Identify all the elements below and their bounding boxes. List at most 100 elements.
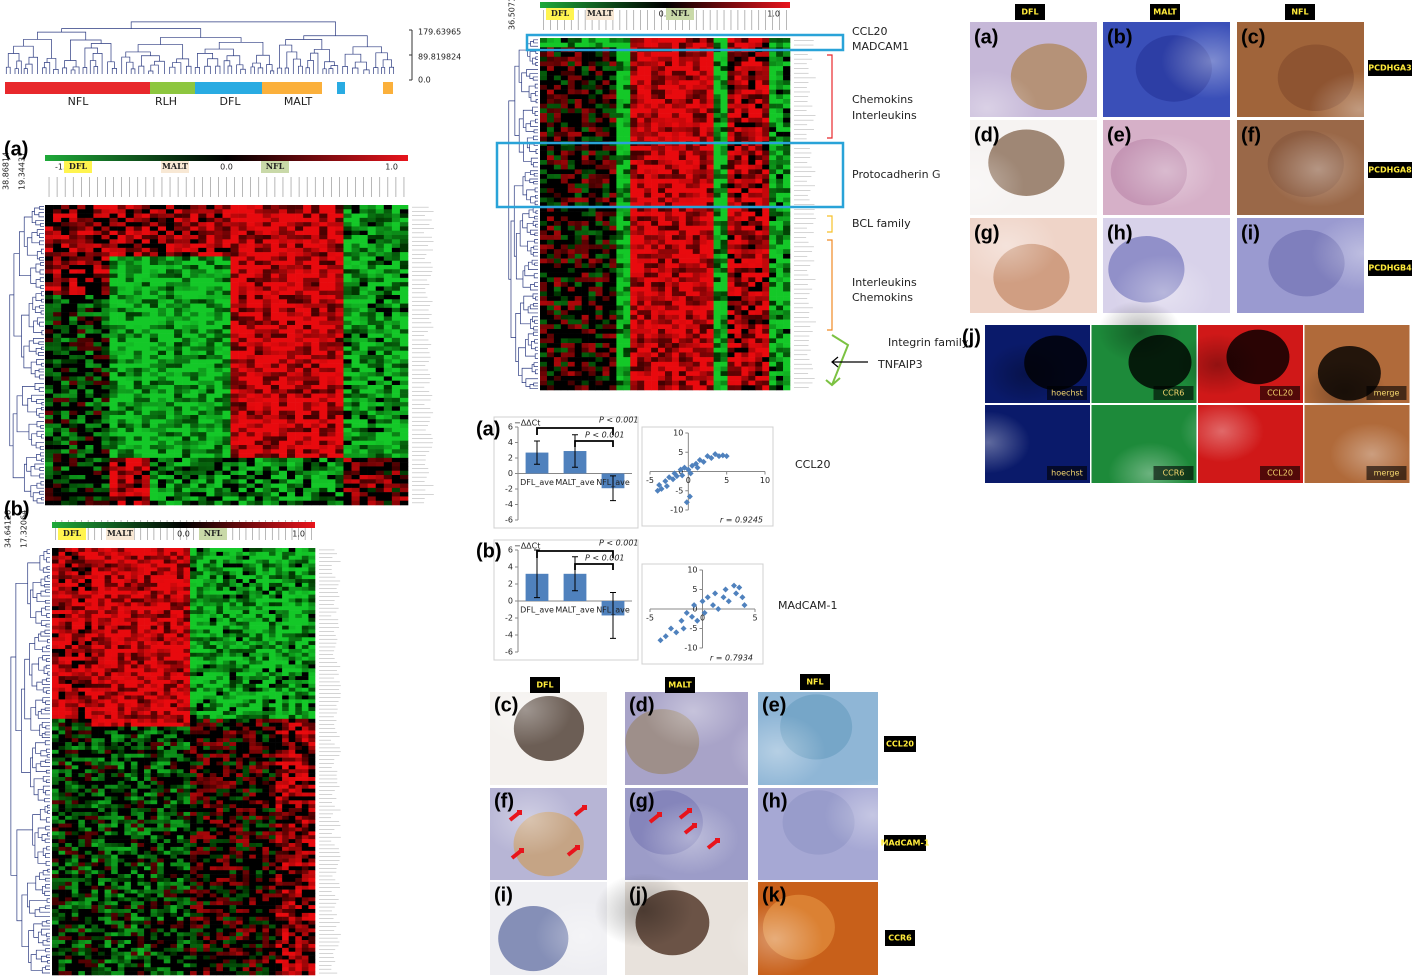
heatmap-cell — [278, 457, 288, 463]
heatmap-cell — [157, 492, 167, 497]
heatmap-cell — [246, 479, 256, 484]
heatmap-cell — [375, 235, 385, 240]
heatmap-cell — [141, 406, 151, 412]
heatmap-cell — [206, 252, 215, 257]
heatmap-cell — [230, 282, 239, 287]
heatmap-cell — [125, 470, 135, 476]
heatmap-cell — [157, 333, 167, 339]
heatmap-cell — [206, 320, 215, 326]
heatmap-cell — [246, 385, 256, 390]
heatmap-cell — [190, 230, 199, 236]
heatmap-cell — [214, 457, 223, 463]
heatmap-cell — [359, 457, 368, 463]
dendrogram-branch — [72, 66, 80, 74]
heatmap-cell — [130, 613, 138, 619]
heatmap-cell — [111, 660, 119, 665]
heatmap-cell — [270, 307, 280, 313]
heatmap-cell — [149, 235, 159, 240]
heatmap-cell — [375, 205, 385, 210]
heatmap-cell — [303, 350, 312, 356]
heatmap-cell — [278, 415, 288, 420]
heatmap-cell — [183, 563, 191, 568]
heatmap-cell — [308, 575, 316, 580]
heatmap-cell — [287, 329, 296, 334]
heatmap-cell — [124, 598, 132, 603]
heatmap-cell — [375, 269, 385, 274]
heatmap-cell — [359, 453, 368, 459]
heatmap-cell — [367, 299, 377, 304]
heatmap-cell — [399, 235, 409, 240]
heatmap-cell — [282, 594, 289, 599]
heatmap-cell — [351, 449, 360, 454]
heatmap-cell — [383, 239, 393, 244]
heatmap-cell — [287, 470, 296, 476]
heatmap-cell — [214, 265, 223, 270]
heatmap-cell — [166, 475, 175, 480]
heatmap-cell — [93, 222, 102, 227]
heatmap-cell — [311, 329, 320, 334]
heatmap-cell — [117, 613, 125, 619]
heatmap-cell — [71, 664, 79, 669]
heatmap-cell — [117, 679, 125, 685]
heatmap-cell — [367, 235, 377, 240]
heatmap-cell — [308, 683, 316, 689]
heatmap-cell — [375, 337, 385, 343]
heatmap-cell — [117, 436, 126, 442]
heatmap-cell — [166, 290, 175, 296]
heatmap-cell — [246, 346, 256, 352]
heatmap-cell — [222, 260, 231, 266]
heatmap-cell — [270, 333, 280, 339]
heatmap-cell — [125, 243, 135, 249]
heatmap-cell — [149, 402, 159, 407]
heatmap-cell — [141, 260, 151, 266]
heatmap-cell — [246, 380, 256, 386]
heatmap-cell — [238, 256, 247, 262]
heatmap-cell — [101, 406, 110, 412]
heatmap-cell — [45, 222, 54, 227]
heatmap-cell — [104, 548, 112, 553]
heatmap-cell — [214, 479, 223, 484]
heatmap-cell — [198, 290, 207, 296]
heatmap-cell — [137, 575, 145, 580]
heatmap-cell — [174, 415, 183, 420]
heatmap-cell — [93, 209, 102, 214]
heatmap-cell — [84, 668, 92, 673]
heatmap-cell — [287, 243, 296, 249]
heatmap-cell — [282, 672, 289, 677]
heatmap-cell — [150, 676, 158, 681]
heatmap-cell — [133, 419, 143, 424]
heatmap-cell — [282, 567, 289, 572]
dendrogram-branch — [41, 330, 44, 336]
heatmap-cell — [254, 415, 264, 420]
heatmap-cell — [104, 567, 112, 572]
heatmap-cell — [198, 402, 207, 407]
heatmap-cell — [137, 629, 145, 634]
heatmap-cell — [359, 307, 368, 313]
heatmap-cell — [238, 217, 247, 223]
heatmap-cell — [69, 217, 78, 223]
heatmap-cell — [157, 551, 165, 557]
heatmap-cell — [190, 462, 199, 467]
heatmap-cell — [206, 217, 215, 223]
heatmap-cell — [270, 367, 280, 373]
heatmap-cell — [308, 586, 316, 591]
heatmap-cell — [69, 239, 78, 244]
heatmap-cell — [209, 629, 217, 634]
heatmap-cell — [295, 350, 304, 356]
heatmap-cell — [351, 243, 360, 249]
heatmap-cell — [268, 598, 276, 603]
dendrogram-branch — [298, 65, 303, 74]
heatmap-cell — [295, 415, 304, 420]
heatmap-cell — [268, 575, 276, 580]
heatmap-cell — [222, 617, 230, 623]
heatmap-cell — [52, 695, 59, 700]
heatmap-cell — [157, 277, 167, 283]
heatmap-cell — [254, 213, 264, 219]
heatmap-cell — [190, 449, 199, 454]
heatmap-cell — [109, 453, 118, 459]
heatmap-cell — [61, 243, 70, 249]
heatmap-cell — [288, 664, 296, 669]
heatmap-cell — [214, 226, 223, 232]
dendrogram-branch — [270, 70, 275, 74]
heatmap-cell — [183, 582, 191, 588]
